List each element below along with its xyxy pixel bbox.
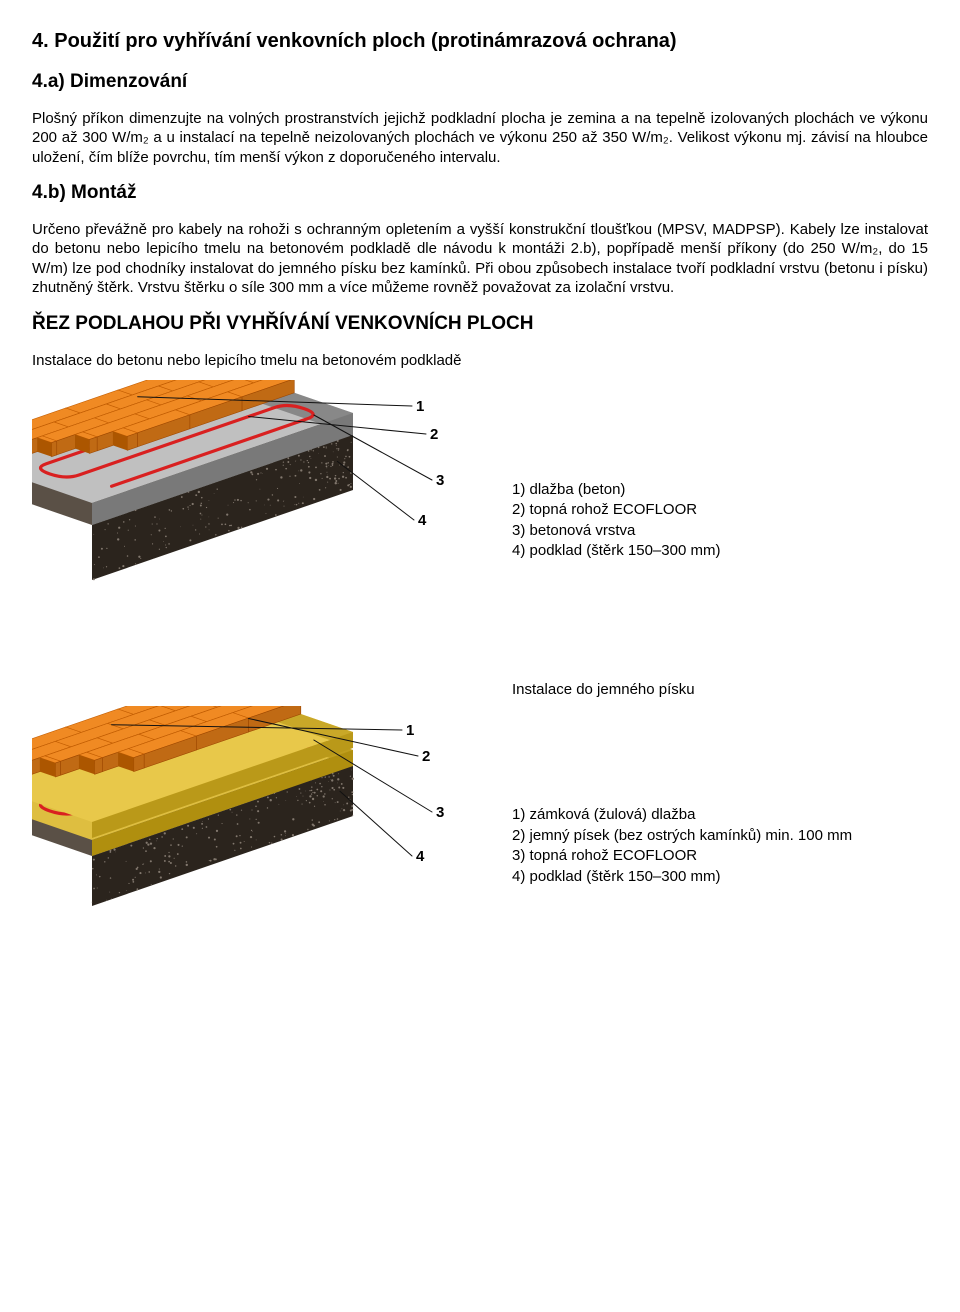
svg-text:1: 1 <box>406 722 414 739</box>
legend-item: 2) topná rohož ECOFLOOR <box>512 500 720 520</box>
diagram-sand-row: 12 3 4 1) zámková (žulová) dlažba 2) jemný… <box>32 706 928 986</box>
svg-text:2: 2 <box>430 426 438 443</box>
legend-item: 3) topná rohož ECOFLOOR <box>512 846 852 866</box>
install-sand-caption: Instalace do jemného písku <box>512 680 928 700</box>
svg-text:4: 4 <box>418 512 427 529</box>
svg-text:4: 4 <box>416 848 425 865</box>
section-b-title: 4.b) Montáž <box>32 181 928 206</box>
legend-item: 3) betonová vrstva <box>512 521 720 541</box>
legend-item: 1) zámková (žulová) dlažba <box>512 805 852 825</box>
svg-text:1: 1 <box>416 398 424 415</box>
legend-concrete: 1) dlažba (beton) 2) topná rohož ECOFLOO… <box>512 479 720 562</box>
legend-item: 1) dlažba (beton) <box>512 480 720 500</box>
diagram-sand: 12 3 4 <box>32 706 472 986</box>
svg-text:3: 3 <box>436 804 444 821</box>
install-concrete-caption: Instalace do betonu nebo lepicího tmelu … <box>32 351 928 371</box>
section-a-paragraph: Plošný příkon dimenzujte na volných pros… <box>32 109 928 168</box>
svg-text:3: 3 <box>436 472 444 489</box>
section-b-paragraph: Určeno převážně pro kabely na rohoži s o… <box>32 220 928 298</box>
section-a-title: 4.a) Dimenzování <box>32 70 928 95</box>
legend-item: 4) podklad (štěrk 150–300 mm) <box>512 867 852 887</box>
legend-sand: 1) zámková (žulová) dlažba 2) jemný píse… <box>512 804 852 887</box>
main-title: 4. Použití pro vyhřívání venkovních ploc… <box>32 28 928 54</box>
legend-item: 4) podklad (štěrk 150–300 mm) <box>512 541 720 561</box>
cross-section-title: ŘEZ PODLAHOU PŘI VYHŘÍVÁNÍ VENKOVNÍCH PL… <box>32 312 928 337</box>
legend-item: 2) jemný písek (bez ostrých kamínků) min… <box>512 826 852 846</box>
diagram-concrete-row: 12 3 4 1) dlažba (beton) 2) topná rohož EC… <box>32 380 928 660</box>
svg-text:2: 2 <box>422 748 430 765</box>
diagram-concrete: 12 3 4 <box>32 380 472 660</box>
